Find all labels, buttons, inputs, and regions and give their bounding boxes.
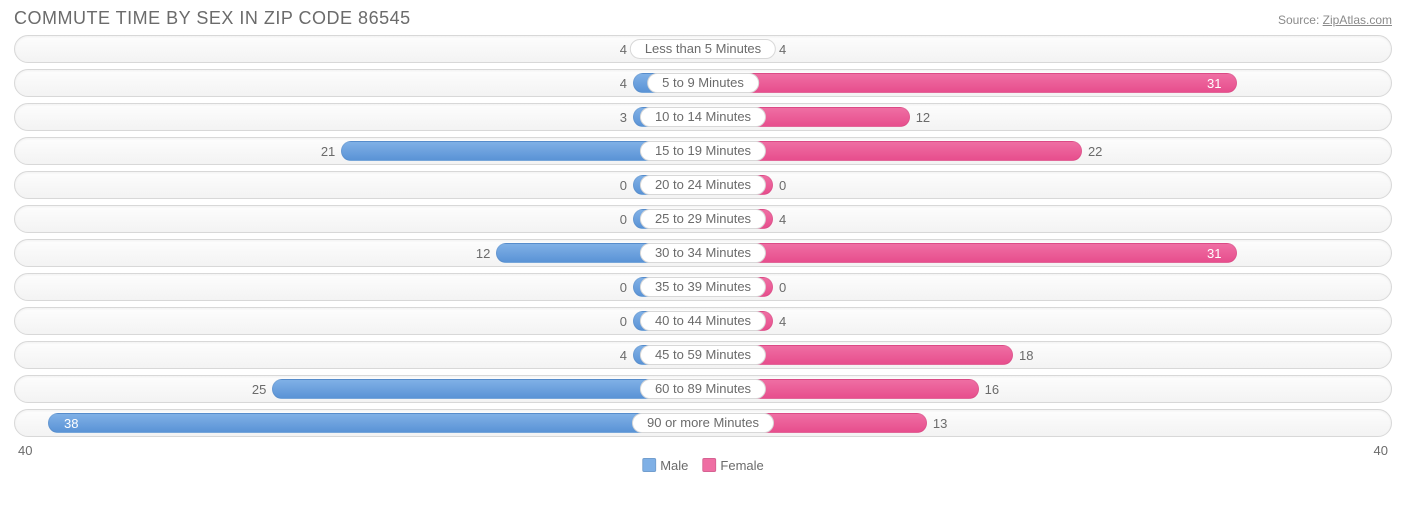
male-value: 0 [620,274,627,302]
commute-chart: COMMUTE TIME BY SEX IN ZIP CODE 86545 So… [0,0,1406,467]
chart-row: 4 31 5 to 9 Minutes [14,69,1392,97]
male-value: 12 [476,240,490,268]
female-value: 12 [916,104,930,132]
female-value: 31 [1207,70,1221,98]
source-link[interactable]: ZipAtlas.com [1323,13,1392,27]
legend-female: Female [702,458,763,473]
female-value: 31 [1207,240,1221,268]
chart-row: 0 0 20 to 24 Minutes [14,171,1392,199]
category-label: 35 to 39 Minutes [640,277,766,297]
chart-row: 38 13 90 or more Minutes [14,409,1392,437]
category-label: 25 to 29 Minutes [640,209,766,229]
male-bar [48,413,703,433]
male-value: 0 [620,206,627,234]
chart-rows: 44Less than 5 Minutes4315 to 9 Minutes31… [14,35,1392,437]
male-value: 4 [620,36,627,64]
male-value: 4 [620,342,627,370]
female-value: 0 [779,172,786,200]
male-value: 25 [252,376,266,404]
category-label: 15 to 19 Minutes [640,141,766,161]
male-swatch-icon [642,458,656,472]
chart-title: COMMUTE TIME BY SEX IN ZIP CODE 86545 [14,8,411,29]
male-value: 3 [620,104,627,132]
chart-row: 21 22 15 to 19 Minutes [14,137,1392,165]
male-value: 4 [620,70,627,98]
female-bar [703,243,1237,263]
female-value: 18 [1019,342,1033,370]
female-value: 13 [933,410,947,438]
category-label: 45 to 59 Minutes [640,345,766,365]
category-label: 20 to 24 Minutes [640,175,766,195]
chart-row: 4 18 45 to 59 Minutes [14,341,1392,369]
chart-row: 25 16 60 to 89 Minutes [14,375,1392,403]
female-bar [703,73,1237,93]
female-value: 0 [779,274,786,302]
male-value: 0 [620,172,627,200]
female-swatch-icon [702,458,716,472]
chart-row: 4 4Less than 5 Minutes [14,35,1392,63]
category-label: 60 to 89 Minutes [640,379,766,399]
category-label: 40 to 44 Minutes [640,311,766,331]
legend-male: Male [642,458,688,473]
category-label: 30 to 34 Minutes [640,243,766,263]
axis-right-max: 40 [1374,443,1388,458]
category-label: 10 to 14 Minutes [640,107,766,127]
category-label: Less than 5 Minutes [630,39,776,59]
category-label: 90 or more Minutes [632,413,774,433]
female-value: 4 [779,308,786,336]
chart-row: 3 12 10 to 14 Minutes [14,103,1392,131]
legend-male-label: Male [660,458,688,473]
chart-source: Source: ZipAtlas.com [1278,13,1392,27]
male-value: 21 [321,138,335,166]
source-prefix: Source: [1278,13,1319,27]
chart-row: 0 4 40 to 44 Minutes [14,307,1392,335]
legend-female-label: Female [720,458,763,473]
legend: Male Female [642,458,764,473]
male-value: 0 [620,308,627,336]
female-value: 4 [779,36,786,64]
female-value: 16 [985,376,999,404]
x-axis: 40 40 [14,443,1392,458]
chart-row: 12 31 30 to 34 Minutes [14,239,1392,267]
chart-row: 0 4 25 to 29 Minutes [14,205,1392,233]
chart-header: COMMUTE TIME BY SEX IN ZIP CODE 86545 So… [14,8,1392,29]
chart-footer: 40 40 Male Female [14,443,1392,463]
female-value: 4 [779,206,786,234]
male-value: 38 [64,410,78,438]
chart-row: 0 0 35 to 39 Minutes [14,273,1392,301]
axis-left-max: 40 [18,443,32,458]
category-label: 5 to 9 Minutes [647,73,759,93]
female-value: 22 [1088,138,1102,166]
male-bar [272,379,703,399]
